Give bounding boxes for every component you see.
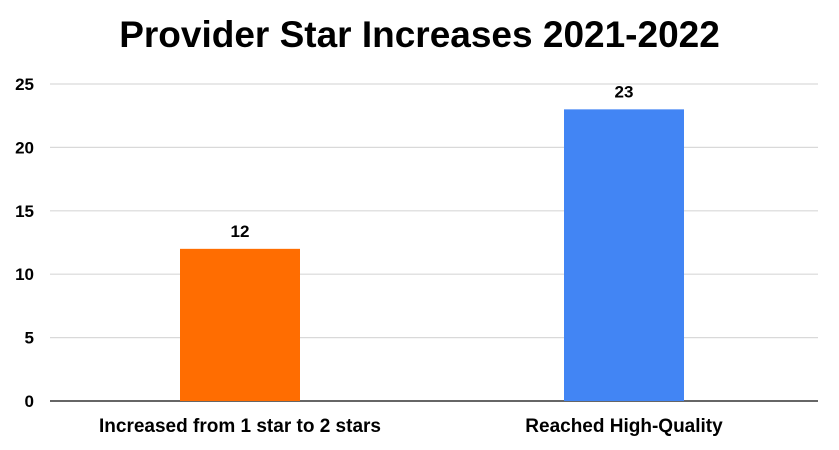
- category-label: Reached High-Quality: [525, 416, 723, 437]
- data-labels: 12 23: [231, 82, 634, 240]
- x-axis-categories: Increased from 1 star to 2 stars Reached …: [99, 416, 723, 437]
- y-tick-label: 10: [15, 265, 34, 284]
- y-tick-label: 25: [15, 75, 34, 94]
- chart-title: Provider Star Increases 2021-2022: [119, 14, 720, 55]
- data-label: 12: [231, 222, 250, 241]
- bar: [180, 248, 300, 401]
- y-tick-label: 0: [25, 392, 34, 411]
- y-tick-label: 15: [15, 202, 34, 221]
- y-axis-ticks: 0 5 10 15 20 25: [15, 75, 34, 411]
- y-tick-label: 20: [15, 138, 34, 157]
- data-label: 23: [615, 82, 634, 101]
- gridlines: [50, 83, 818, 402]
- category-label: Increased from 1 star to 2 stars: [99, 416, 381, 437]
- bars: [180, 109, 684, 402]
- y-tick-label: 5: [25, 329, 34, 348]
- bar: [564, 109, 684, 402]
